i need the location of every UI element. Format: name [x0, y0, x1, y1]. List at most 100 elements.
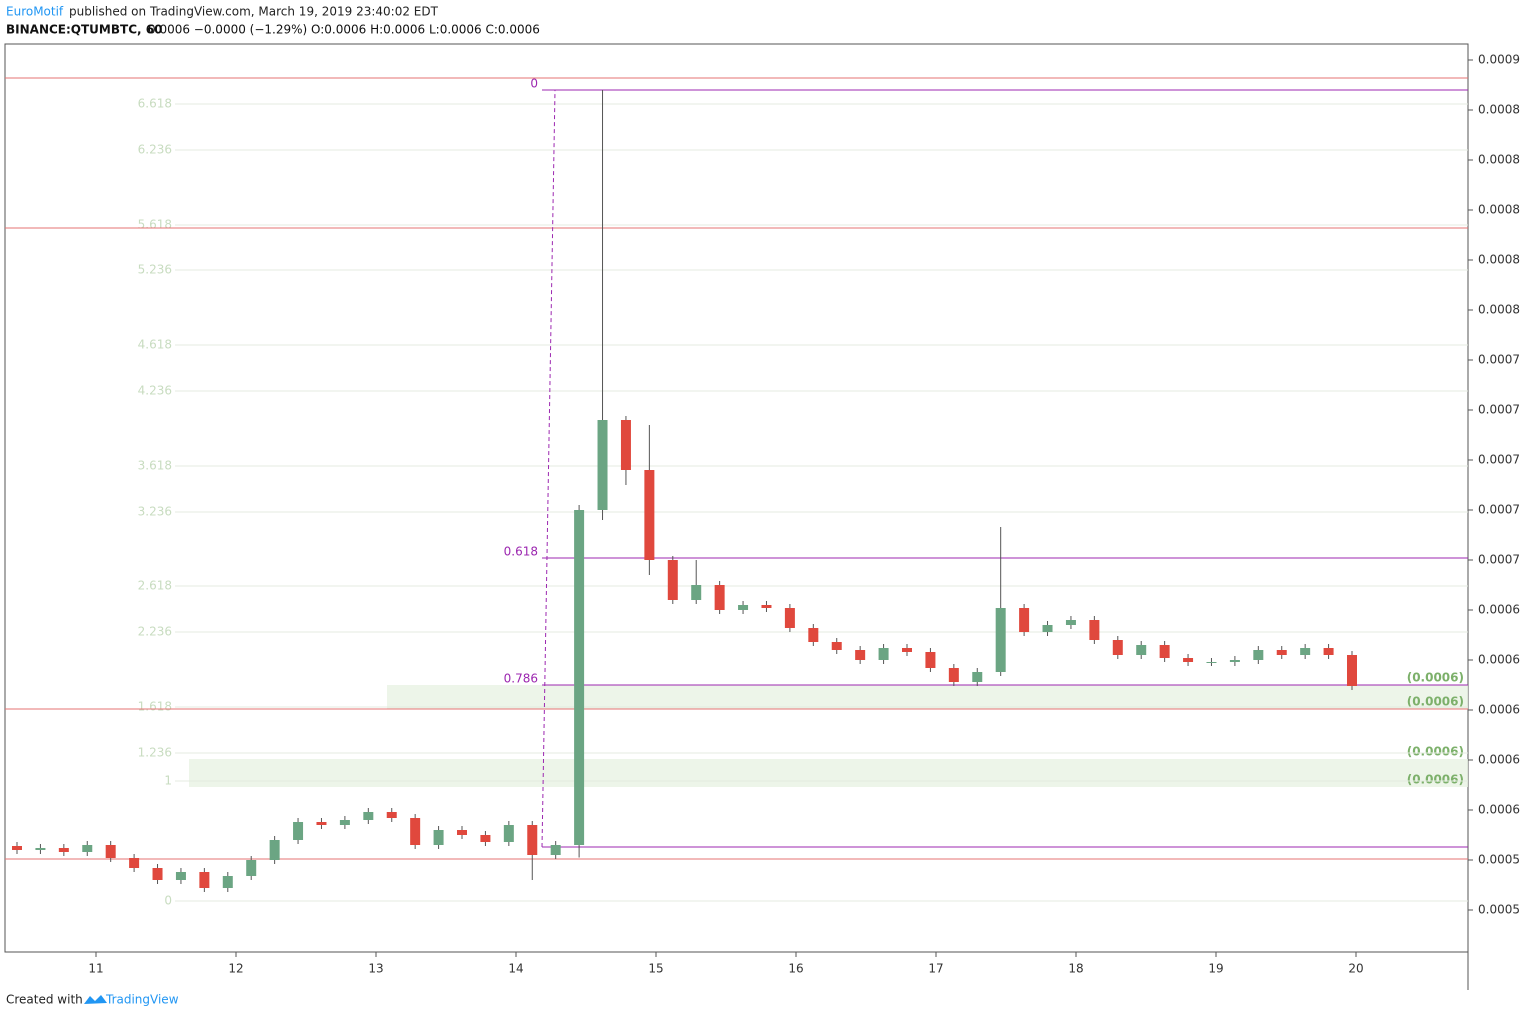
- candle-body: [644, 470, 655, 560]
- zone: [387, 685, 1468, 709]
- x-tick-label: 17: [928, 962, 943, 976]
- zone-label: (0.0006): [1407, 745, 1464, 759]
- y-tick-label: 0.0008: [1478, 253, 1520, 267]
- candle-body: [433, 830, 444, 845]
- candle-body: [1089, 620, 1100, 640]
- candle-body: [339, 820, 350, 825]
- candle-body: [363, 812, 374, 820]
- quote: 0.0006 −0.0000 (−1.29%) O:0.0006 H:0.000…: [148, 23, 540, 37]
- fib-ext-label: 1.236: [138, 746, 172, 760]
- candle-body: [714, 585, 725, 610]
- fib-ext-label: 1: [164, 774, 172, 788]
- fib-ext-label: 0: [164, 894, 172, 908]
- candle-body: [1253, 650, 1264, 660]
- y-tick-label: 0.0007: [1478, 453, 1520, 467]
- logo: [84, 995, 107, 1004]
- y-tick-label: 0.0006: [1478, 803, 1520, 817]
- candle-body: [878, 648, 889, 660]
- fib-ext-label: 1.618: [138, 700, 172, 714]
- y-tick-label: 0.0008: [1478, 203, 1520, 217]
- candle-body: [386, 812, 397, 818]
- candle-body: [175, 872, 186, 880]
- fib-ext-label: 2.236: [138, 625, 172, 639]
- candle-body: [1347, 655, 1357, 686]
- y-tick-label: 0.0008: [1478, 303, 1520, 317]
- y-tick-label: 0.0006: [1478, 753, 1520, 767]
- candle-body: [457, 830, 467, 835]
- fib-ext-label: 2.618: [138, 579, 172, 593]
- x-tick-label: 16: [788, 962, 803, 976]
- candle-body: [550, 845, 561, 855]
- candle-body: [948, 668, 959, 682]
- footer-brand: TradingView: [105, 993, 179, 1007]
- candle-body: [480, 835, 491, 842]
- candle-body: [246, 860, 257, 876]
- fib-ext-label: 5.236: [138, 263, 172, 277]
- candle-body: [738, 605, 749, 610]
- y-tick-label: 0.0005: [1478, 853, 1520, 867]
- y-tick-label: 0.0007: [1478, 403, 1520, 417]
- candle-body: [597, 420, 608, 510]
- candle-body: [1300, 648, 1311, 655]
- candle-body: [784, 608, 795, 628]
- x-tick-label: 13: [368, 962, 383, 976]
- x-tick-label: 15: [648, 962, 663, 976]
- candle-body: [503, 825, 514, 842]
- y-tick-label: 0.0007: [1478, 353, 1520, 367]
- zone-label: (0.0006): [1407, 671, 1464, 685]
- x-tick-label: 11: [88, 962, 103, 976]
- y-tick-label: 0.0009: [1478, 53, 1520, 67]
- candle-body: [410, 818, 421, 845]
- x-tick-label: 14: [508, 962, 523, 976]
- candle-body: [58, 848, 69, 852]
- fib-ext-label: 3.618: [138, 459, 172, 473]
- fib-ext-label: 3.236: [138, 505, 172, 519]
- candle-body: [1183, 658, 1194, 662]
- zone-label: (0.0006): [1407, 773, 1464, 787]
- published: published on TradingView.com, March 19, …: [69, 5, 439, 19]
- candle-body: [316, 822, 327, 825]
- y-tick-label: 0.0006: [1478, 603, 1520, 617]
- candle-body: [269, 840, 280, 860]
- y-tick-label: 0.0006: [1478, 653, 1520, 667]
- y-tick-label: 0.0008: [1478, 103, 1520, 117]
- fib-ext-label: 4.618: [138, 338, 172, 352]
- candle-body: [1136, 645, 1147, 655]
- candle-body: [129, 858, 140, 868]
- author: EuroMotif: [6, 5, 64, 19]
- footer-created: Created with: [6, 993, 83, 1007]
- candle-body: [574, 510, 585, 845]
- x-tick-label: 19: [1208, 962, 1223, 976]
- y-tick-label: 0.0008: [1478, 153, 1520, 167]
- candle-body: [527, 825, 538, 855]
- fib-ext-label: 5.618: [138, 218, 172, 232]
- candle-body: [222, 876, 233, 888]
- y-tick-label: 0.0007: [1478, 503, 1520, 517]
- candle-body: [105, 845, 116, 858]
- candle-body: [1112, 640, 1123, 655]
- candle-body: [1229, 660, 1240, 662]
- candle-body: [1065, 620, 1076, 625]
- candle-body: [1276, 650, 1287, 655]
- candle-body: [925, 652, 936, 668]
- candle-body: [1042, 625, 1053, 632]
- candle-body: [1206, 662, 1217, 663]
- fib-ret-label: 0.786: [504, 672, 538, 686]
- fib-ret-label: 0: [530, 77, 538, 91]
- candle-body: [995, 608, 1006, 672]
- candle-body: [293, 822, 304, 840]
- candle-body: [152, 868, 163, 880]
- candle-body: [82, 845, 93, 852]
- fib-ret-trend: [541, 89, 556, 848]
- x-tick-label: 12: [228, 962, 243, 976]
- candle-body: [808, 628, 819, 642]
- candle-body: [972, 672, 983, 682]
- y-tick-label: 0.0007: [1478, 553, 1520, 567]
- fib-ret-label: 0.618: [504, 545, 538, 559]
- x-tick-label: 20: [1348, 962, 1363, 976]
- fib-ext-label: 6.618: [138, 97, 172, 111]
- candle-body: [691, 585, 702, 600]
- x-tick-label: 18: [1068, 962, 1083, 976]
